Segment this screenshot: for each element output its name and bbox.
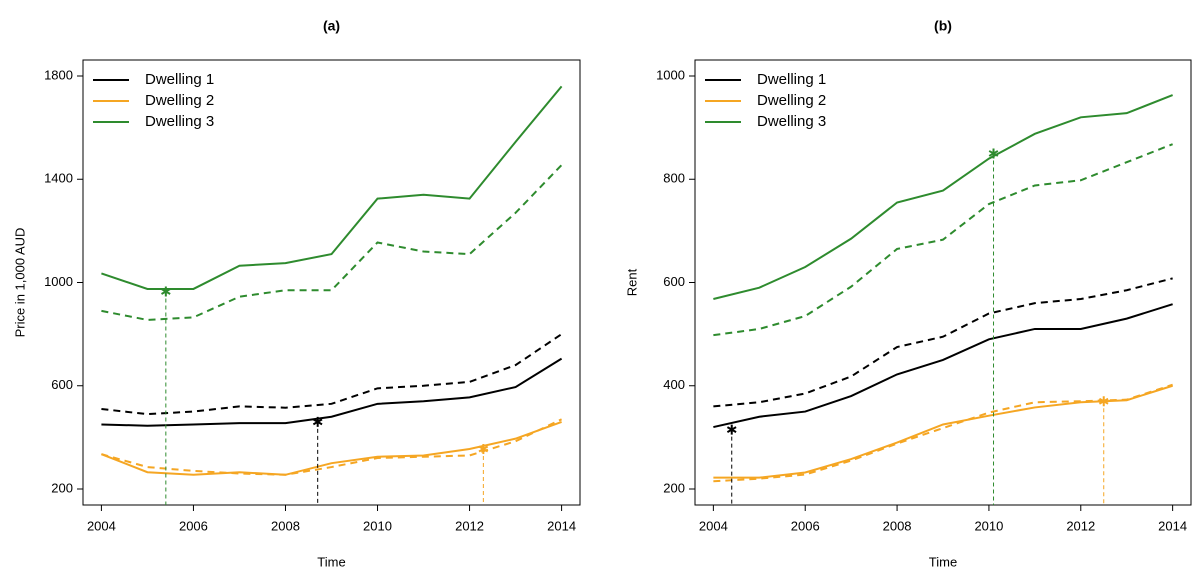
x-tick-label: 2006 bbox=[179, 518, 208, 533]
x-tick-label: 2010 bbox=[974, 518, 1003, 533]
series-line bbox=[713, 277, 1173, 408]
y-tick-label: 800 bbox=[663, 171, 685, 186]
y-tick-label: 1400 bbox=[44, 171, 73, 186]
legend-label: Dwelling 2 bbox=[145, 92, 214, 109]
y-tick-label: 200 bbox=[51, 480, 73, 495]
legend-label: Dwelling 1 bbox=[145, 71, 214, 88]
y-tick-label: 1000 bbox=[656, 67, 685, 82]
y-tick-label: 1800 bbox=[44, 67, 73, 82]
series-line bbox=[713, 94, 1173, 300]
legend-label: Dwelling 3 bbox=[145, 113, 214, 130]
x-tick-label: 2004 bbox=[699, 518, 728, 533]
highlight-point bbox=[1098, 396, 1109, 407]
chart-title: (a) bbox=[323, 18, 340, 34]
x-tick-label: 2008 bbox=[883, 518, 912, 533]
series-line bbox=[101, 333, 563, 416]
x-tick-label: 2008 bbox=[271, 518, 300, 533]
highlight-point bbox=[312, 416, 323, 427]
x-tick-label: 2012 bbox=[1066, 518, 1095, 533]
series-line bbox=[713, 383, 1173, 483]
y-tick-label: 400 bbox=[663, 377, 685, 392]
legend-label: Dwelling 2 bbox=[757, 92, 826, 109]
chart-title: (b) bbox=[934, 18, 952, 34]
x-tick-label: 2014 bbox=[1158, 518, 1187, 533]
x-axis-label: Time bbox=[317, 554, 345, 569]
y-axis-label: Rent bbox=[624, 268, 639, 296]
highlight-point bbox=[161, 286, 171, 297]
x-axis-label: Time bbox=[929, 554, 957, 569]
x-tick-label: 2014 bbox=[547, 518, 576, 533]
highlight-point bbox=[726, 424, 737, 435]
legend-label: Dwelling 3 bbox=[757, 113, 826, 130]
x-tick-label: 2004 bbox=[87, 518, 116, 533]
series-line bbox=[101, 420, 562, 476]
series-line bbox=[713, 384, 1173, 479]
y-tick-label: 200 bbox=[663, 480, 685, 495]
y-axis-label: Price in 1,000 AUD bbox=[12, 228, 27, 338]
x-tick-label: 2012 bbox=[455, 518, 484, 533]
series-line bbox=[101, 85, 563, 290]
series-line bbox=[101, 357, 563, 427]
y-tick-label: 600 bbox=[51, 377, 73, 392]
series-line bbox=[101, 164, 563, 321]
series-line bbox=[101, 418, 563, 476]
highlight-point bbox=[478, 443, 489, 454]
highlight-point bbox=[988, 148, 999, 159]
x-tick-label: 2010 bbox=[363, 518, 392, 533]
series-line bbox=[713, 303, 1173, 429]
series-line bbox=[713, 143, 1173, 337]
y-tick-label: 1000 bbox=[44, 274, 73, 289]
legend-label: Dwelling 1 bbox=[757, 71, 826, 88]
y-tick-label: 600 bbox=[663, 274, 685, 289]
x-tick-label: 2006 bbox=[791, 518, 820, 533]
